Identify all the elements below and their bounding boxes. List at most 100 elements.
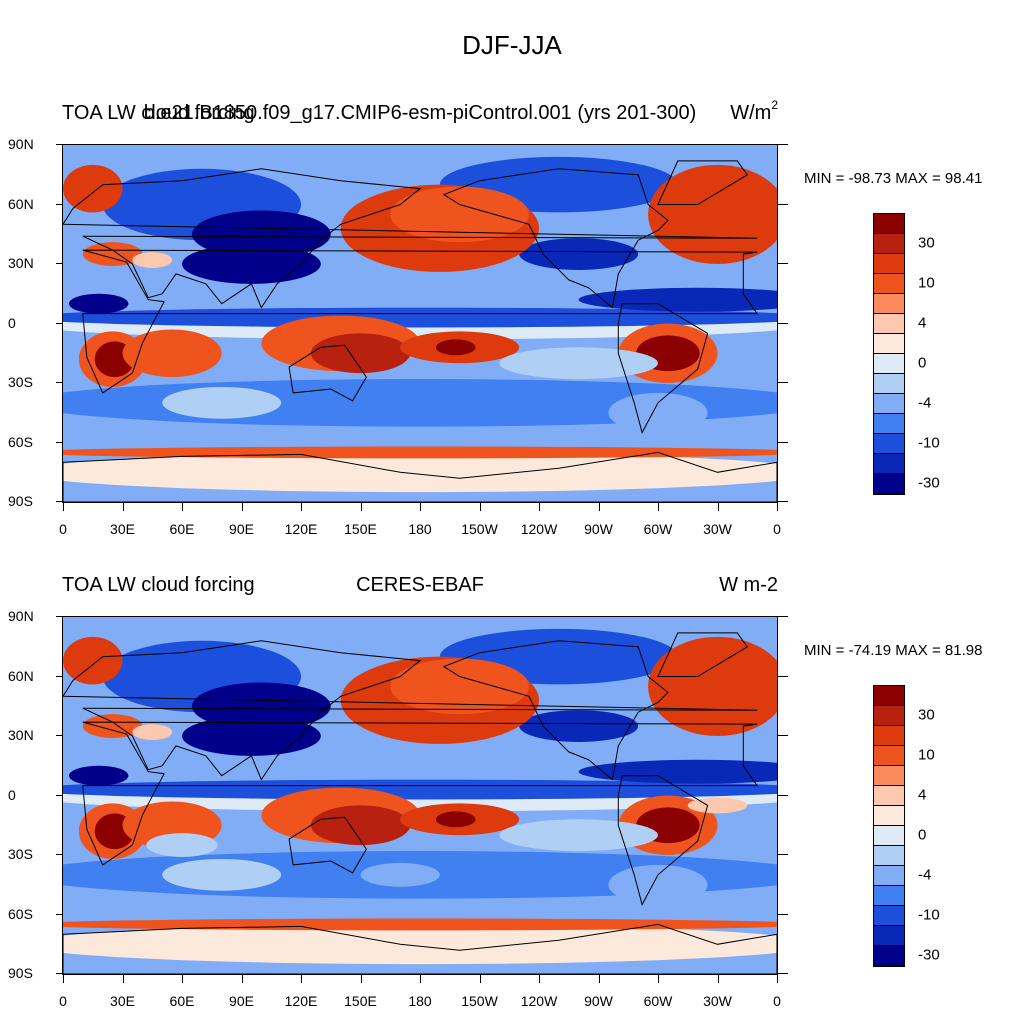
lon-tick-label: 0 (59, 993, 67, 1009)
lon-tick-label: 120E (284, 993, 318, 1009)
lon-tick (182, 503, 183, 511)
colorbar-swatch (874, 394, 904, 414)
panel-center-title: b.e21.B1850.f09_g17.CMIP6-esm-piControl.… (143, 102, 697, 124)
field-contour-region (519, 238, 639, 270)
lon-tick-label: 30W (703, 521, 732, 537)
lon-tick-label: 60W (643, 993, 673, 1009)
colorbar-label: 30 (918, 234, 935, 252)
panel-units: W/m2 (730, 98, 778, 125)
colorbar-swatch (874, 234, 904, 254)
colorbar-swatch (874, 274, 904, 294)
lat-tick-label: 90S (8, 493, 33, 509)
lat-tick (778, 382, 788, 383)
coastline (63, 168, 758, 309)
lat-tick-label: 60N (8, 195, 34, 212)
lon-tick (479, 503, 481, 511)
lon-tick (360, 503, 362, 511)
lat-tick (778, 735, 788, 736)
field-contour-region (578, 759, 777, 784)
lon-tick (658, 975, 659, 983)
coastline (63, 451, 777, 502)
lat-tick (778, 973, 788, 974)
units-text: W/m (730, 102, 772, 124)
lon-tick-label: 150W (461, 993, 498, 1009)
lon-tick-label: 60E (169, 993, 195, 1009)
coastline (657, 160, 749, 205)
colorbar-swatch (874, 454, 904, 474)
colorbar-swatch (874, 926, 904, 946)
lon-tick-label: 0 (773, 521, 781, 537)
lon-tick-label: 60W (643, 521, 673, 537)
colorbar-swatch (874, 414, 904, 434)
lon-tick-label: 120E (284, 521, 318, 537)
field-contour-region (499, 819, 658, 852)
units-superscript: 2 (771, 98, 778, 112)
lon-tick-label: 0 (59, 521, 67, 537)
coastline (442, 640, 669, 781)
field-contour-region (146, 833, 218, 857)
colorbar-swatch (874, 906, 904, 926)
colorbar-label: 10 (918, 746, 935, 764)
panel-center-title: CERES-EBAF (356, 574, 484, 596)
colorbar-label: -10 (918, 906, 940, 924)
min-max-readout: MIN = -98.73 MAX = 98.41 (804, 170, 983, 187)
colorbar-label: -30 (918, 946, 940, 964)
lat-tick (778, 144, 788, 145)
colorbar-swatch (874, 826, 904, 846)
panel-left-title: TOA LW cloud forcing (62, 102, 255, 124)
colorbar-label: -4 (918, 394, 932, 412)
lon-tick-label: 30E (110, 993, 135, 1009)
colorbar-swatch (874, 766, 904, 786)
lat-tick-label: 0 (8, 786, 16, 803)
lat-tick-label: 0 (8, 314, 16, 331)
units-text: W m-2 (719, 574, 778, 596)
lon-tick (420, 975, 421, 983)
field-contour-region (648, 164, 777, 264)
colorbar-label: 4 (918, 314, 927, 332)
lat-tick-label: 30S (8, 374, 33, 390)
field-contour-region (68, 765, 129, 786)
coastline (288, 344, 367, 402)
colorbar-swatch (874, 886, 904, 906)
field-contour-region (360, 862, 440, 887)
colorbar-label: -4 (918, 866, 932, 884)
lat-tick-label: 30N (8, 727, 34, 743)
lon-tick (301, 975, 302, 983)
cloud-forcing-field (63, 617, 777, 974)
lon-tick (777, 503, 778, 511)
lat-tick-label: 90S (8, 965, 33, 981)
lat-tick-label: 60S (8, 433, 33, 450)
field-contour-region (608, 864, 708, 905)
colorbar-swatch (874, 474, 904, 494)
lon-tick (63, 975, 64, 983)
lat-tick-label: 90N (8, 608, 34, 624)
field-contour-region (310, 805, 411, 846)
lon-tick (420, 503, 421, 511)
field-contour-region (390, 186, 530, 243)
field-contour-region (122, 329, 222, 378)
field-contour-region (578, 287, 777, 312)
colorbar-swatch (874, 314, 904, 334)
map-plot (62, 616, 778, 975)
lat-tick-label: 30N (8, 255, 34, 271)
lat-tick-label: 30S (8, 846, 33, 862)
lon-tick-label: 90W (584, 993, 613, 1009)
colorbar-swatch (874, 334, 904, 354)
lon-tick-label: 120W (520, 521, 558, 537)
lat-tick-label: 90N (8, 136, 34, 152)
cloud-forcing-field (63, 145, 777, 502)
lat-tick (778, 794, 788, 796)
colorbar-label: 30 (918, 706, 935, 724)
lon-tick-label: 30W (703, 993, 732, 1009)
field-contour-region (63, 164, 123, 213)
lat-tick (778, 203, 788, 205)
field-contour-region (63, 779, 777, 800)
field-contour-region (390, 658, 530, 715)
panel-units: W m-2 (719, 574, 778, 597)
field-contour-region (132, 724, 173, 740)
lon-tick (479, 975, 481, 983)
colorbar-swatch (874, 294, 904, 314)
colorbar-swatch (874, 214, 904, 234)
lon-tick (301, 503, 302, 511)
coastline (617, 775, 709, 906)
